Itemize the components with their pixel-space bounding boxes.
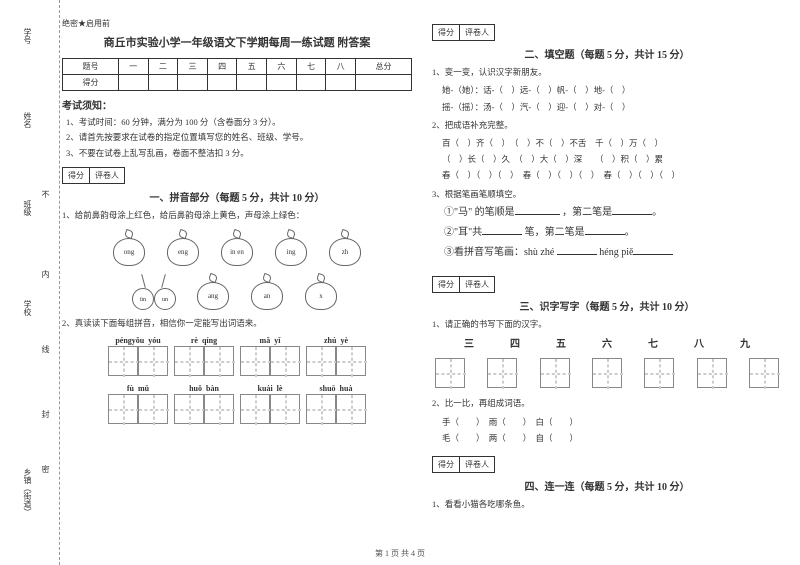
fruit-row-1: ong eng in en ing zh [62,228,412,266]
th: 七 [296,59,326,75]
write-box [644,358,674,388]
th: 五 [237,59,267,75]
fruit-icon: ong [108,228,150,266]
fruit-icon: an [246,272,288,310]
pinyin-pair: fù mǔ [108,384,168,424]
s3q2: 2、比一比，再组成词语。 [432,396,782,410]
s2q1l2: 摇-（摇）：汤-（ ）汽-（ ）迎-（ ）对-（ ） [432,99,782,115]
s2q2l3: 春（ ）（ ）（ ） 春（ ）（ ）（ ） 春（ ）（ ）（ ） [432,167,782,183]
pinyin-pair: kuài lè [240,384,300,424]
pinyin-row-1: péngyǒu yóu rè qíng mǎ yǐ zhú yè [62,336,412,376]
sidebar-lbl: 姓名 [22,112,33,128]
sidebar-lbl: 乡镇（街道） [22,468,33,516]
exam-title: 商丘市实验小学一年级语文下学期每周一练试题 附答案 [62,34,412,50]
sidebar-mark: 线 [40,345,51,353]
s2q1: 1、变一变，认识汉字新朋友。 [432,65,782,79]
sidebar-mark: 内 [40,270,51,278]
td: 得分 [63,75,119,91]
sidebar-lbl: 班级 [22,200,33,216]
grader-label: 评卷人 [460,457,494,472]
th: 题号 [63,59,119,75]
write-box [540,358,570,388]
th: 总分 [355,59,411,75]
th: 六 [267,59,297,75]
secrecy-label: 绝密★启用前 [62,18,412,29]
score-label: 得分 [433,277,460,292]
fruit-icon: ang [192,272,234,310]
char-header-row: 三 四 五 六 七 八 九 [432,335,782,350]
sidebar-lbl: 学校 [22,300,33,316]
score-label: 得分 [63,168,90,183]
fruit-icon: ing [270,228,312,266]
pinyin-pair: huǒ bàn [174,384,234,424]
notice-header: 考试须知： [62,97,412,112]
s2q2l1: 百（ ）齐（ ） （ ）不（ ）不舌 千（ ）万（ ） [432,135,782,151]
notice-item: 1、考试时间：60 分钟，满分为 100 分（含卷面分 3 分）。 [62,115,412,130]
pinyin-pair: rè qíng [174,336,234,376]
write-box [697,358,727,388]
cherry-icon: ünun [132,272,180,310]
right-column: 得分 评卷人 二、填空题（每题 5 分，共计 15 分） 1、变一变，认识汉字新… [432,18,782,515]
th: 八 [326,59,356,75]
section1-title: 一、拼音部分（每题 5 分，共计 10 分） [62,189,412,204]
s3q1: 1、请正确的书写下面的汉字。 [432,317,782,331]
sidebar-mark: 封 [40,410,51,418]
pinyin-pair: péngyǒu yóu [108,336,168,376]
q1-text: 1、给前鼻韵母涂上红色，给后鼻韵母涂上黄色，声母涂上绿色： [62,208,412,222]
q2-text: 2、真读读下面每组拼音，相信你一定能写出词语来。 [62,316,412,330]
th: 三 [178,59,208,75]
section4-title: 四、连一连（每题 5 分，共计 10 分） [432,478,782,493]
fruit-row-2: ünun ang an x [62,272,412,310]
s2q3: 3、根据笔画笔顺填空。 [432,187,782,201]
sidebar-mark: 不 [40,190,51,198]
notice-item: 2、请首先按要求在试卷的指定位置填写您的姓名、班级、学号。 [62,130,412,145]
grader-box: 得分 评卷人 [432,456,495,473]
s2q1l1: 她-（她）：话-（ ）远-（ ）帆-（ ）地-（ ） [432,82,782,98]
notice-item: 3、不要在试卷上乱写乱画，卷面不整洁扣 3 分。 [62,146,412,161]
write-box [435,358,465,388]
sidebar-mark: 密 [40,465,51,473]
score-label: 得分 [433,457,460,472]
score-table: 题号 一 二 三 四 五 六 七 八 总分 得分 [62,58,412,91]
s3q2l1: 手（ ） 雨（ ） 白（ ） [432,414,782,430]
page-columns: 绝密★启用前 商丘市实验小学一年级语文下学期每周一练试题 附答案 题号 一 二 … [62,18,782,515]
grader-box: 得分 评卷人 [432,276,495,293]
s2q3a: ①"马" 的笔顺是 ，第二笔是。 [432,204,782,221]
left-column: 绝密★启用前 商丘市实验小学一年级语文下学期每周一练试题 附答案 题号 一 二 … [62,18,412,515]
th: 四 [207,59,237,75]
grader-label: 评卷人 [460,25,494,40]
s2q3b: ②"耳"共 笔，第二笔是。 [432,224,782,241]
pinyin-row-2: fù mǔ huǒ bàn kuài lè shuō huà [62,384,412,424]
write-box [592,358,622,388]
th: 二 [148,59,178,75]
s2q3c: ③看拼音写笔画：shù zhé héng piě [432,244,782,261]
s2q2: 2、把成语补充完整。 [432,118,782,132]
write-box [487,358,517,388]
grader-label: 评卷人 [90,168,124,183]
page-footer: 第 1 页 共 4 页 [0,548,800,559]
section3-title: 三、识字写字（每题 5 分，共计 10 分） [432,298,782,313]
grader-box: 得分 评卷人 [62,167,125,184]
score-label: 得分 [433,25,460,40]
pinyin-pair: shuō huà [306,384,366,424]
grader-box: 得分 评卷人 [432,24,495,41]
char-box-row [432,358,782,388]
fruit-icon: x [300,272,342,310]
s2q2l2: （ ）长（ ）久 （ ）大（ ）深 （ ）积（ ）累 [432,151,782,167]
binding-sidebar: 学号 姓名 班级 学校 乡镇（街道） 不 内 线 封 密 [0,0,60,565]
grader-label: 评卷人 [460,277,494,292]
fruit-icon: eng [162,228,204,266]
pinyin-pair: zhú yè [306,336,366,376]
fruit-icon: zh [324,228,366,266]
write-box [749,358,779,388]
pinyin-pair: mǎ yǐ [240,336,300,376]
s3q2l2: 毛（ ） 两（ ） 自（ ） [432,430,782,446]
s4q1: 1、看看小猫各吃哪条鱼。 [432,497,782,511]
sidebar-lbl: 学号 [22,28,33,44]
section2-title: 二、填空题（每题 5 分，共计 15 分） [432,46,782,61]
th: 一 [118,59,148,75]
fruit-icon: in en [216,228,258,266]
